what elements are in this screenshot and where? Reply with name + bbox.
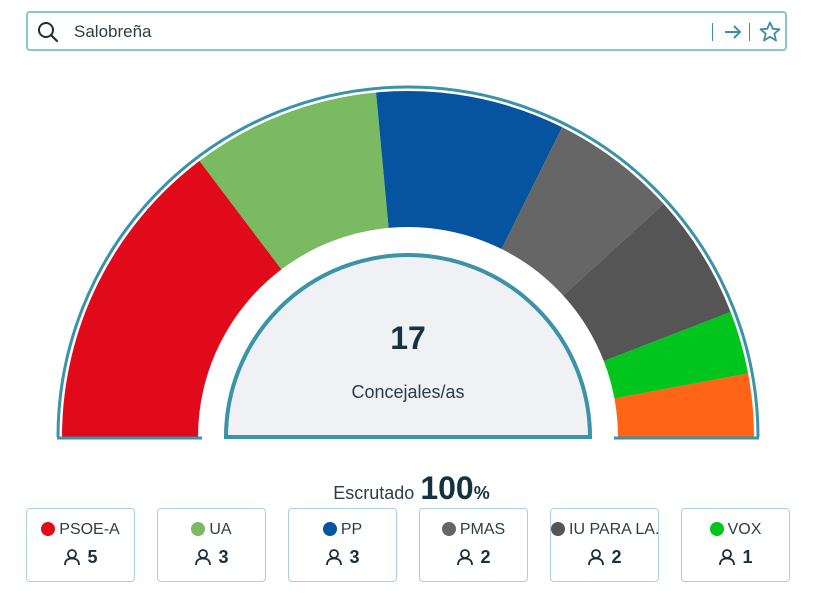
seat-count: 5: [87, 547, 98, 567]
separator: [749, 23, 750, 41]
party-card[interactable]: UA 3: [157, 508, 266, 582]
search-input[interactable]: [72, 19, 676, 45]
party-name: PSOE-A: [59, 521, 120, 538]
party-card-seats: 3: [289, 547, 396, 568]
user-icon: [64, 549, 81, 566]
party-color-dot: [441, 522, 456, 536]
search-icon: [38, 22, 59, 43]
total-label: Concejales/as: [351, 382, 465, 402]
party-color-dot: [41, 522, 56, 536]
hemicycle-sector: [563, 203, 731, 362]
party-card-header: PMAS: [420, 521, 527, 539]
party-card-header: VOX: [682, 521, 789, 539]
hemicycle-sector: [376, 91, 563, 250]
scrutiny: Escrutado 100%: [0, 470, 823, 507]
seat-count: 3: [218, 547, 229, 567]
seat-count: 1: [742, 547, 753, 567]
hemicycle-sector: [62, 160, 282, 437]
hemicycle-sector: [199, 92, 389, 270]
user-icon: [719, 549, 736, 566]
party-name: UA: [209, 521, 232, 538]
party-color-dot: [191, 522, 206, 536]
party-card-seats: 5: [27, 547, 134, 568]
user-icon: [326, 549, 343, 566]
separator: [712, 23, 713, 41]
hemicycle-sector: [614, 373, 754, 437]
party-color-dot: [709, 522, 724, 536]
party-name: PMAS: [459, 521, 506, 538]
party-name: VOX: [727, 521, 762, 538]
scrutiny-unit: %: [473, 483, 490, 503]
party-card-seats: 1: [682, 547, 789, 568]
hemicycle-sector: [501, 127, 664, 296]
party-card[interactable]: PMAS 2: [419, 508, 528, 582]
party-color-dot: [322, 522, 337, 536]
party-name: PP: [340, 521, 363, 538]
party-card-seats: 2: [551, 547, 658, 568]
user-icon: [588, 549, 605, 566]
party-color-dot: [551, 522, 565, 536]
party-name: IU PARA LA...: [569, 521, 658, 538]
star-icon[interactable]: [758, 20, 782, 44]
arrow-right-icon[interactable]: [722, 21, 744, 43]
party-card[interactable]: VOX 1: [681, 508, 790, 582]
hemicycle-gap: [203, 232, 613, 438]
party-card-header: PSOE-A: [27, 521, 134, 539]
seat-count: 3: [349, 547, 360, 567]
hemicycle-chart: [56, 85, 760, 440]
scrutiny-label: Escrutado: [333, 483, 415, 503]
party-cards: PSOE-A 5 UA 3 PP 3 PMAS 2 IU PARA LA... 2 VOX 1: [26, 508, 796, 582]
search-bar[interactable]: [26, 11, 787, 51]
hemicycle-outline: [56, 85, 760, 438]
user-icon: [457, 549, 474, 566]
scrutiny-value: 100: [420, 470, 474, 506]
party-card[interactable]: PSOE-A 5: [26, 508, 135, 582]
party-card[interactable]: IU PARA LA... 2: [550, 508, 659, 582]
seat-count: 2: [480, 547, 491, 567]
party-card-header: PP: [289, 521, 396, 539]
party-card-seats: 2: [420, 547, 527, 568]
total-seats: 17: [390, 320, 426, 356]
user-icon: [195, 549, 212, 566]
party-card-seats: 3: [158, 547, 265, 568]
hemicycle-sector: [603, 312, 749, 399]
party-card-header: IU PARA LA...: [551, 521, 658, 539]
party-card[interactable]: PP 3: [288, 508, 397, 582]
party-card-header: UA: [158, 521, 265, 539]
seat-count: 2: [611, 547, 622, 567]
hemicycle-center: [223, 253, 593, 439]
